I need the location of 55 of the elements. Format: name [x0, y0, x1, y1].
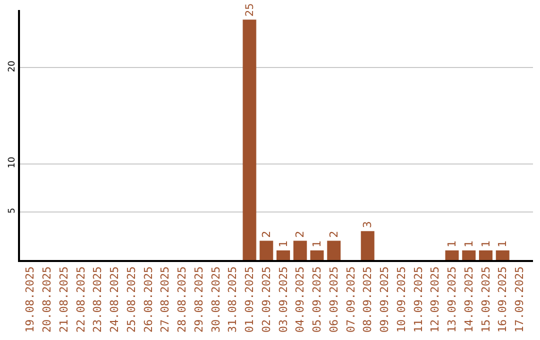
- x-tick-label: 31.08.2025: [226, 266, 240, 333]
- bar: [327, 240, 341, 260]
- x-tick-label: 14.09.2025: [462, 266, 476, 333]
- bar: [445, 250, 459, 260]
- x-tick-label: 30.08.2025: [209, 266, 222, 333]
- x-tick-label: 16.09.2025: [496, 266, 510, 333]
- x-tick-label: 19.08.2025: [24, 266, 37, 333]
- x-tick-label: 28.08.2025: [176, 266, 189, 333]
- bar: [276, 250, 290, 260]
- x-tick-label: 01.09.2025: [243, 266, 256, 333]
- bar: [242, 20, 256, 260]
- x-tick-label: 08.09.2025: [361, 266, 374, 333]
- x-tick-label: 15.09.2025: [479, 266, 492, 333]
- x-tick-label: 07.09.2025: [344, 266, 358, 333]
- bar: [496, 250, 510, 260]
- data-label: 1: [310, 240, 324, 248]
- data-label: 1: [496, 240, 510, 248]
- x-tick-label: 02.09.2025: [260, 266, 273, 333]
- x-tick-label: 21.08.2025: [57, 266, 70, 333]
- x-tick-label: 23.08.2025: [91, 266, 104, 333]
- x-tick-label: 17.09.2025: [513, 266, 526, 333]
- data-label: 2: [327, 230, 340, 238]
- data-label: 1: [479, 240, 492, 248]
- x-tick-label: 20.08.2025: [40, 266, 54, 333]
- x-tick-label: 29.08.2025: [192, 266, 206, 333]
- x-tick-label: 10.09.2025: [394, 266, 408, 333]
- x-tick-label: 03.09.2025: [276, 266, 290, 333]
- x-tick-label: 09.09.2025: [378, 266, 392, 333]
- bar: [293, 240, 307, 260]
- data-label: 1: [276, 240, 290, 248]
- data-label: 3: [361, 221, 374, 228]
- data-label: 25: [244, 3, 256, 17]
- data-label: 1: [462, 240, 476, 248]
- data-label: 1: [446, 240, 458, 248]
- bar: [260, 240, 274, 260]
- x-tick-label: 06.09.2025: [327, 266, 340, 333]
- data-label: 2: [294, 230, 307, 238]
- bar: [462, 250, 476, 260]
- x-tick-label: 27.08.2025: [158, 266, 172, 333]
- x-tick-label: 26.08.2025: [142, 266, 155, 333]
- x-tick-label: 13.09.2025: [446, 266, 459, 333]
- x-tick-label: 05.09.2025: [310, 266, 324, 333]
- bar: [479, 250, 492, 260]
- y-tick-label: 10: [7, 156, 18, 168]
- x-tick-label: 22.08.2025: [74, 266, 88, 333]
- bar: [360, 231, 374, 260]
- x-tick-label: 12.09.2025: [428, 266, 442, 333]
- x-tick-label: 25.08.2025: [124, 266, 138, 333]
- x-tick-label: 24.08.2025: [108, 266, 122, 333]
- y-tick-label: 20: [7, 60, 18, 72]
- x-tick-label: 11.09.2025: [412, 266, 425, 333]
- x-tick-label: 04.09.2025: [294, 266, 307, 333]
- bar: [310, 250, 324, 260]
- y-tick-label: 5: [7, 208, 18, 214]
- data-label: 2: [260, 230, 273, 238]
